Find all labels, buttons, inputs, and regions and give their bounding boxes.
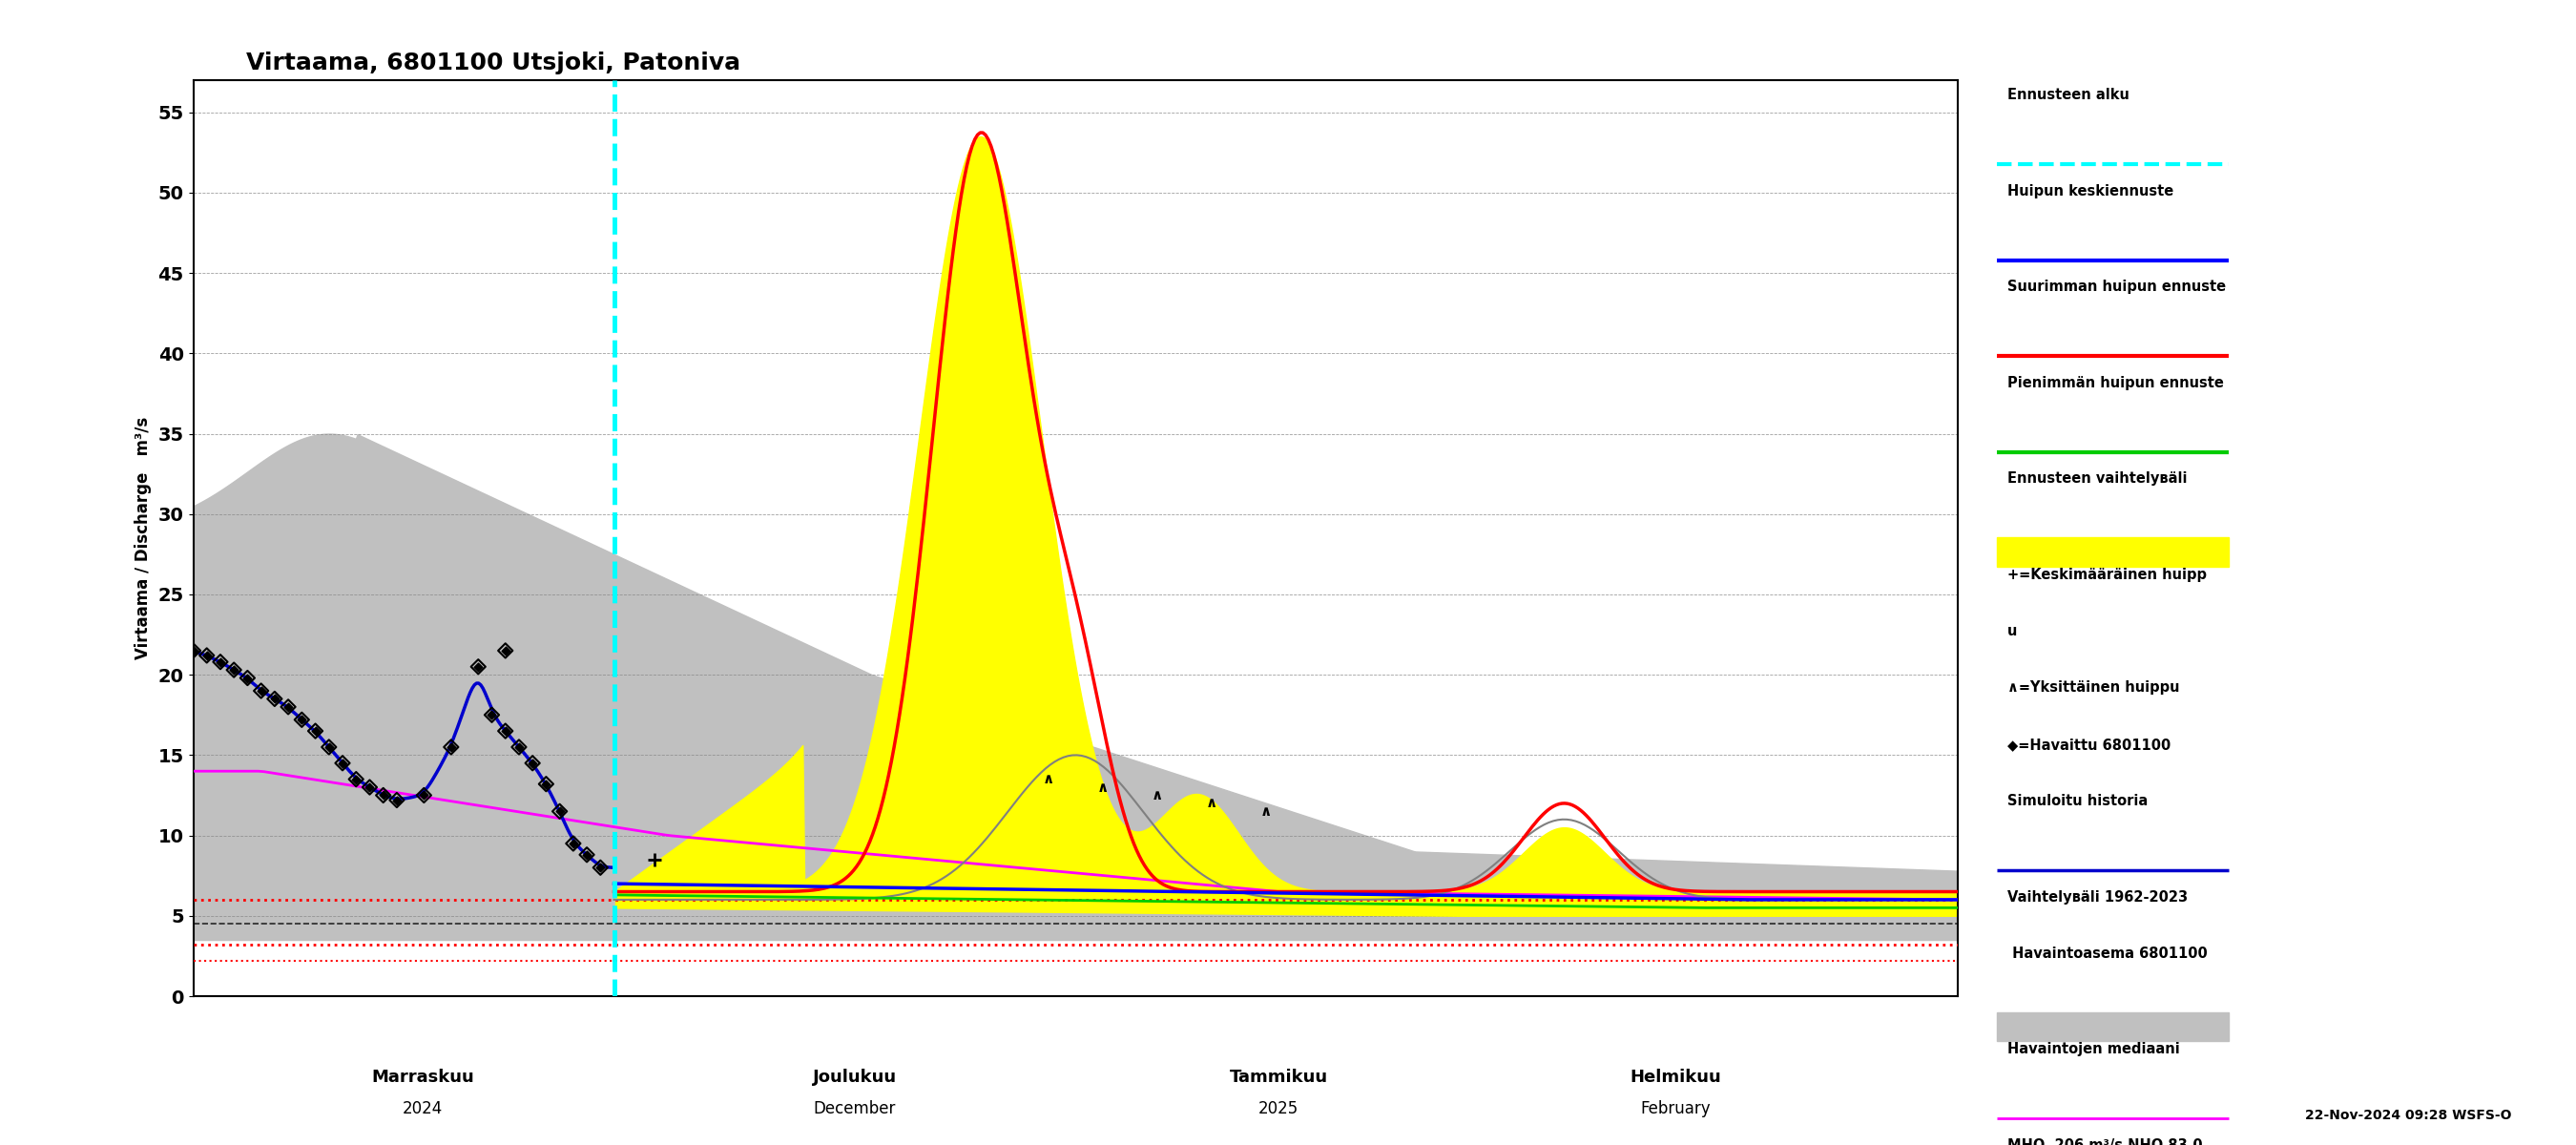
Text: +=Keskimääräinen huipp: +=Keskimääräinen huipp bbox=[2007, 568, 2208, 582]
Point bbox=[538, 803, 580, 821]
Text: ∧: ∧ bbox=[1260, 804, 1273, 819]
Point bbox=[363, 787, 404, 805]
Point bbox=[240, 681, 281, 700]
Point bbox=[513, 753, 554, 772]
Point bbox=[484, 641, 526, 660]
Text: Joulukuu: Joulukuu bbox=[814, 1068, 896, 1085]
Point bbox=[459, 657, 500, 676]
Point bbox=[430, 737, 471, 756]
Text: December: December bbox=[814, 1100, 896, 1118]
Text: 2024: 2024 bbox=[402, 1100, 443, 1118]
Point bbox=[497, 737, 538, 756]
Point bbox=[309, 737, 350, 756]
Point bbox=[497, 737, 538, 756]
Text: MHQ  206 m³/s NHQ 83.0: MHQ 206 m³/s NHQ 83.0 bbox=[2007, 1138, 2202, 1145]
Text: Virtaama, 6801100 Utsjoki, Patoniva: Virtaama, 6801100 Utsjoki, Patoniva bbox=[247, 52, 739, 74]
Point bbox=[173, 641, 214, 660]
Text: u: u bbox=[2007, 624, 2017, 639]
Point bbox=[240, 681, 281, 700]
Point bbox=[513, 753, 554, 772]
Point bbox=[281, 711, 322, 729]
Point bbox=[281, 711, 322, 729]
Text: ∧: ∧ bbox=[1043, 772, 1054, 787]
Text: February: February bbox=[1641, 1100, 1710, 1118]
Text: Pienimmän huipun ennuste: Pienimmän huipun ennuste bbox=[2007, 376, 2223, 390]
Point bbox=[294, 721, 335, 740]
Point bbox=[348, 779, 392, 797]
Text: 22-Nov-2024 09:28 WSFS-O: 22-Nov-2024 09:28 WSFS-O bbox=[2306, 1108, 2512, 1122]
Text: ∧: ∧ bbox=[1151, 788, 1162, 803]
Text: Tammikuu: Tammikuu bbox=[1229, 1068, 1327, 1085]
Point bbox=[376, 791, 417, 810]
Point bbox=[567, 845, 608, 863]
Point bbox=[173, 641, 214, 660]
Text: Ennusteen alku: Ennusteen alku bbox=[2007, 88, 2130, 103]
Point bbox=[322, 753, 363, 772]
Text: Simuloitu historia: Simuloitu historia bbox=[2007, 795, 2148, 808]
Point bbox=[363, 787, 404, 805]
Point bbox=[335, 771, 376, 789]
Point bbox=[214, 661, 255, 679]
Point bbox=[185, 646, 227, 664]
Text: Vaihtelувäli 1962-2023: Vaihtelувäli 1962-2023 bbox=[2007, 890, 2187, 905]
Text: ∧: ∧ bbox=[1206, 796, 1216, 811]
Bar bbox=[1996, 1012, 2228, 1042]
Point bbox=[484, 641, 526, 660]
Point bbox=[526, 775, 567, 793]
Point bbox=[201, 653, 242, 671]
Point bbox=[580, 859, 621, 877]
Text: Havaintoasema 6801100: Havaintoasema 6801100 bbox=[2007, 947, 2208, 961]
Point bbox=[580, 859, 621, 877]
Point bbox=[268, 697, 309, 716]
Point bbox=[294, 721, 335, 740]
Text: Suurimman huipun ennuste: Suurimman huipun ennuste bbox=[2007, 279, 2226, 294]
Text: Marraskuu: Marraskuu bbox=[371, 1068, 474, 1085]
Bar bbox=[1996, 537, 2228, 567]
Point bbox=[227, 669, 268, 687]
Point bbox=[309, 737, 350, 756]
Point bbox=[255, 689, 296, 708]
Point bbox=[526, 775, 567, 793]
Point bbox=[471, 705, 513, 724]
Point bbox=[554, 835, 595, 853]
Y-axis label: Virtaama / Discharge   m³/s: Virtaama / Discharge m³/s bbox=[134, 417, 152, 660]
Point bbox=[567, 845, 608, 863]
Text: ∧=Yksittäinen huippu: ∧=Yksittäinen huippu bbox=[2007, 681, 2179, 695]
Text: 2025: 2025 bbox=[1257, 1100, 1298, 1118]
Point bbox=[554, 835, 595, 853]
Point bbox=[430, 737, 471, 756]
Point bbox=[201, 653, 242, 671]
Text: Havaintojen mediaani: Havaintojen mediaani bbox=[2007, 1042, 2179, 1057]
Point bbox=[376, 791, 417, 810]
Point bbox=[348, 779, 392, 797]
Point bbox=[322, 753, 363, 772]
Text: ∧: ∧ bbox=[1097, 780, 1108, 795]
Text: Helmikuu: Helmikuu bbox=[1631, 1068, 1721, 1085]
Point bbox=[484, 721, 526, 740]
Point bbox=[255, 689, 296, 708]
Point bbox=[404, 787, 446, 805]
Point bbox=[484, 721, 526, 740]
Text: Huipun keskiennuste: Huipun keskiennuste bbox=[2007, 184, 2174, 198]
Point bbox=[185, 646, 227, 664]
Point bbox=[268, 697, 309, 716]
Point bbox=[404, 787, 446, 805]
Point bbox=[227, 669, 268, 687]
Point bbox=[538, 803, 580, 821]
Point bbox=[459, 657, 500, 676]
Text: ◆=Havaittu 6801100: ◆=Havaittu 6801100 bbox=[2007, 737, 2172, 752]
Text: Ennusteen vaihtelувäli: Ennusteen vaihtelувäli bbox=[2007, 472, 2187, 485]
Point bbox=[335, 771, 376, 789]
Point bbox=[214, 661, 255, 679]
Point bbox=[471, 705, 513, 724]
